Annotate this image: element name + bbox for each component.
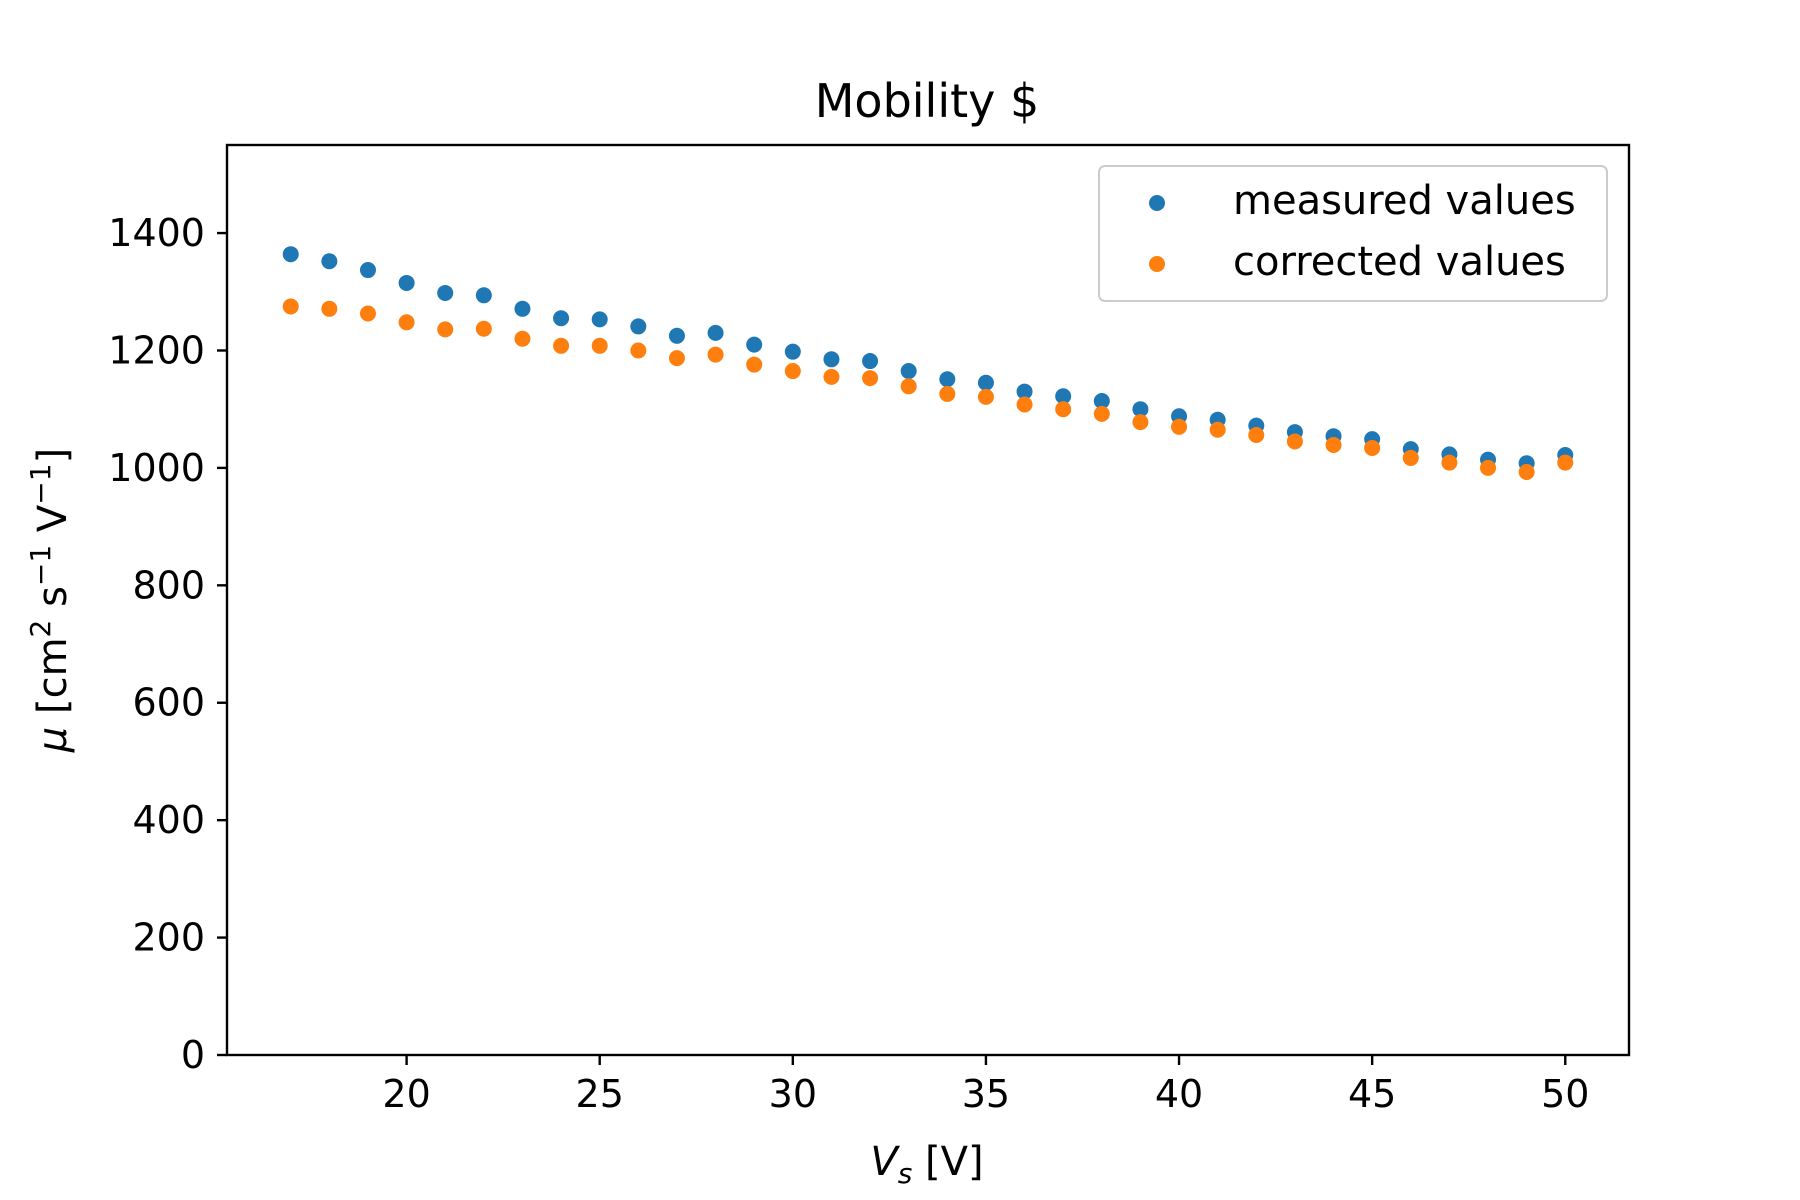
data-point (1441, 454, 1458, 471)
legend-marker-corrected (1149, 256, 1165, 272)
data-point (862, 353, 879, 370)
x-tick-label: 25 (576, 1072, 624, 1116)
data-point (475, 320, 492, 337)
data-point (939, 371, 956, 388)
legend-label-measured: measured values (1233, 178, 1576, 224)
data-point (1364, 439, 1381, 456)
data-point (398, 274, 415, 291)
x-tick-label: 40 (1155, 1072, 1203, 1116)
data-point (1286, 433, 1303, 450)
data-point (514, 330, 531, 347)
data-point (707, 346, 724, 363)
x-tick-label: 20 (382, 1072, 430, 1116)
data-point (359, 262, 376, 279)
data-point (553, 310, 570, 327)
data-point (282, 246, 299, 263)
data-point (900, 363, 917, 380)
data-point (321, 253, 338, 270)
data-point (977, 388, 994, 405)
data-point (823, 368, 840, 385)
y-tick-label: 1200 (108, 328, 205, 372)
data-point (1055, 401, 1072, 418)
data-point (746, 336, 763, 353)
data-point (668, 327, 685, 344)
y-tick-label: 1000 (108, 446, 205, 490)
data-point (1557, 454, 1574, 471)
data-point (1325, 437, 1342, 454)
data-point (939, 385, 956, 402)
data-point (591, 337, 608, 354)
data-point (784, 363, 801, 380)
data-point (437, 321, 454, 338)
data-point (1132, 401, 1149, 418)
chart-title: Mobility $ (815, 74, 1040, 128)
data-point (553, 337, 570, 354)
y-tick-label: 0 (181, 1033, 205, 1077)
data-point (359, 305, 376, 322)
data-point (1171, 418, 1188, 435)
data-point (1402, 449, 1419, 466)
plot-frame (225, 143, 1631, 1057)
legend-marker-measured (1149, 195, 1165, 211)
data-point (282, 298, 299, 315)
data-point (707, 324, 724, 341)
data-point (1055, 388, 1072, 405)
y-axis-label: μ [cm2 s−1 V−1] (24, 448, 76, 753)
y-tick-label: 400 (132, 798, 205, 842)
data-point (398, 314, 415, 331)
data-point (1016, 383, 1033, 400)
legend-label-corrected: corrected values (1233, 239, 1566, 285)
x-axis-ticks: 20 25 30 35 40 45 50 (382, 1055, 1589, 1116)
data-point (321, 300, 338, 317)
data-point (1248, 427, 1265, 444)
x-tick-label: 50 (1541, 1072, 1589, 1116)
y-axis-ticks: 0 200 400 600 800 1000 1200 1400 (108, 211, 227, 1077)
data-point (1093, 405, 1110, 422)
data-point (437, 284, 454, 301)
y-tick-label: 1400 (108, 211, 205, 255)
data-point (977, 374, 994, 391)
data-point (1480, 459, 1497, 476)
data-point (823, 351, 840, 368)
data-point (630, 318, 647, 335)
series-measured (282, 246, 1574, 472)
data-point (900, 378, 917, 395)
data-point (784, 343, 801, 360)
series-corrected (282, 298, 1574, 481)
y-tick-label: 800 (132, 563, 205, 607)
data-point (1518, 464, 1535, 481)
x-tick-label: 30 (769, 1072, 817, 1116)
x-tick-label: 45 (1348, 1072, 1396, 1116)
legend-box (1098, 165, 1608, 302)
data-point (1132, 414, 1149, 431)
data-point (475, 287, 492, 304)
data-point (746, 356, 763, 373)
data-point (591, 311, 608, 328)
data-point (1016, 396, 1033, 413)
data-point (630, 342, 647, 359)
x-axis-label: Vs [V] (870, 1139, 983, 1190)
legend: measured values corrected values (1098, 165, 1608, 302)
data-point (862, 370, 879, 387)
x-tick-label: 35 (962, 1072, 1010, 1116)
data-point (1209, 421, 1226, 438)
y-tick-label: 600 (132, 681, 205, 725)
data-point (514, 300, 531, 317)
data-point (668, 350, 685, 367)
y-tick-label: 200 (132, 916, 205, 960)
data-point (1093, 392, 1110, 409)
